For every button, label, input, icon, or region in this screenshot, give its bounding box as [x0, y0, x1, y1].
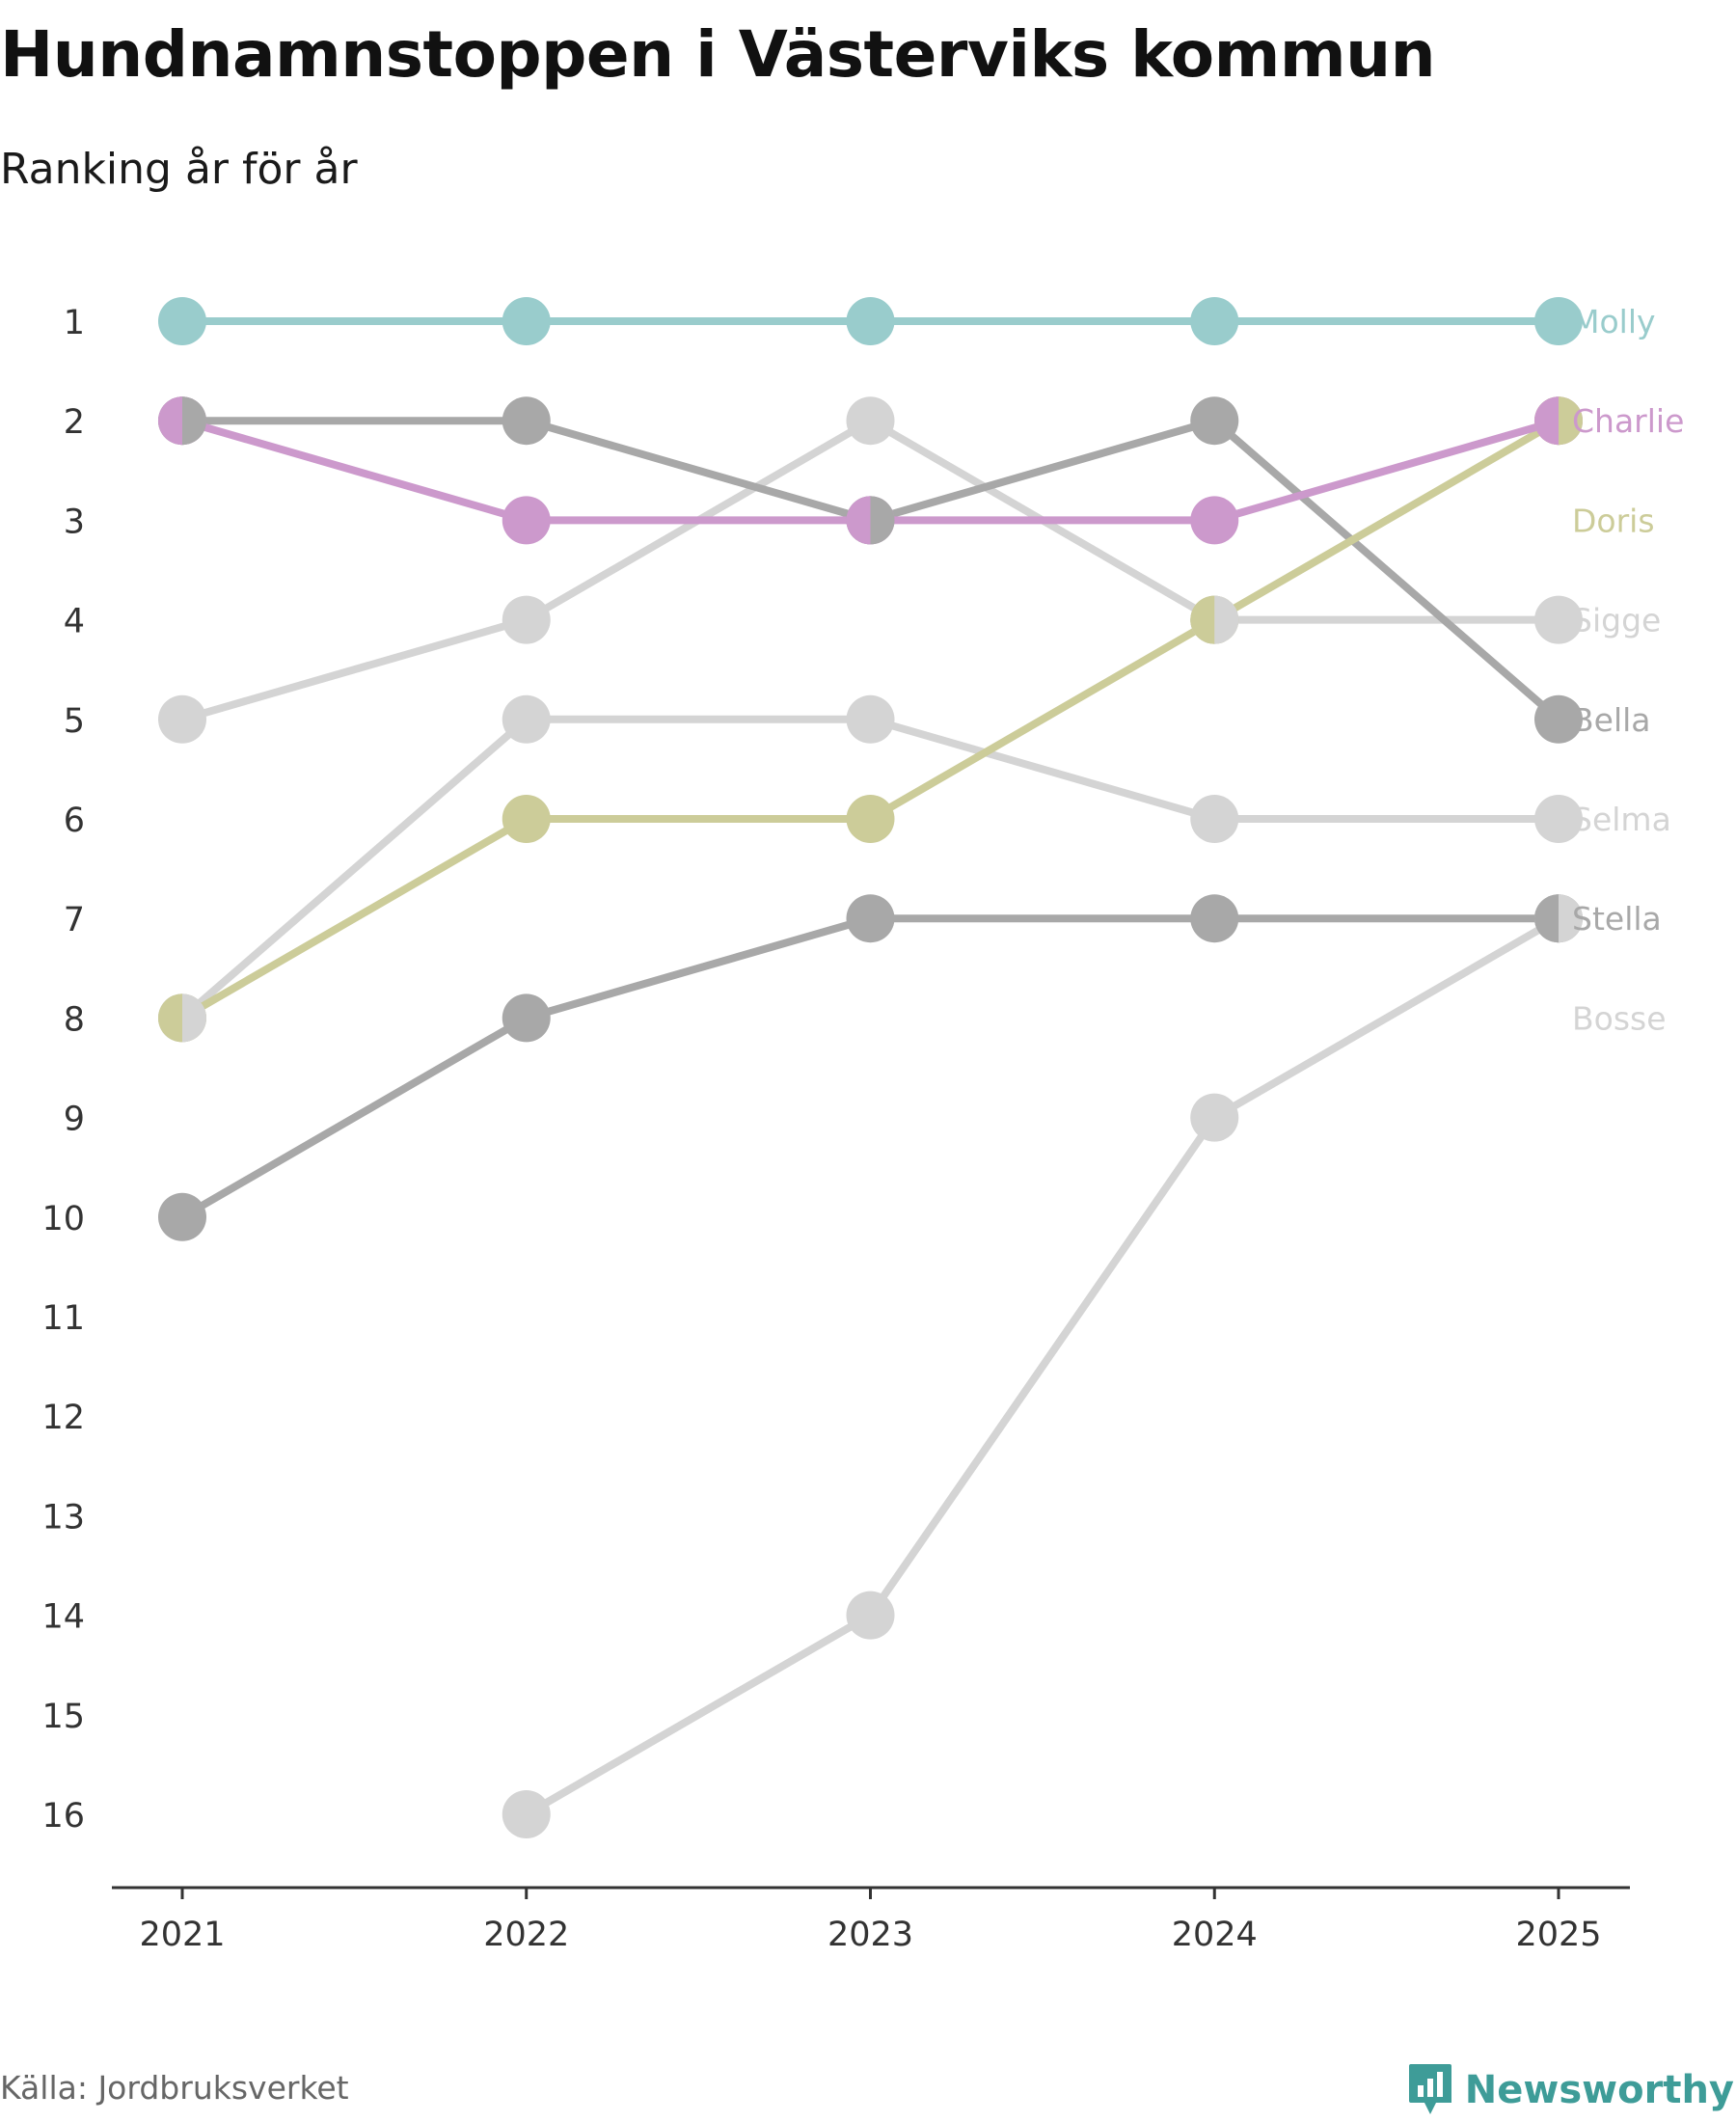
y-tick-label: 9: [64, 1101, 85, 1139]
end-label-charlie: Charlie: [1572, 402, 1684, 440]
series-lines: [178, 317, 1562, 1818]
point-stella-2021: [158, 1192, 206, 1241]
point-stella-2024: [1190, 894, 1239, 943]
chart-subtitle: Ranking år för år: [0, 145, 358, 194]
y-tick-label: 2: [64, 403, 85, 442]
point-charlie-2024: [1190, 496, 1239, 545]
x-tick-label: 2024: [1172, 1916, 1258, 1954]
end-label-bosse: Bosse: [1572, 999, 1667, 1037]
y-tick-label: 16: [41, 1797, 85, 1836]
point-sigge-2022: [502, 595, 551, 644]
y-tick-label: 14: [41, 1598, 85, 1637]
x-tick-label: 2022: [483, 1916, 569, 1954]
end-label-bella: Bella: [1572, 701, 1651, 739]
point-stella-2022: [502, 993, 551, 1043]
point-sigge-2023: [846, 396, 895, 446]
y-tick-label: 12: [41, 1399, 85, 1437]
point-selma-2025: [1534, 795, 1583, 843]
point-split-left: [1534, 396, 1559, 446]
point-split-left: [1190, 595, 1215, 644]
end-label-selma: Selma: [1572, 801, 1671, 838]
x-tick-label: 2021: [139, 1916, 225, 1954]
point-molly-2022: [502, 297, 551, 345]
x-tick-label: 2023: [827, 1916, 913, 1954]
point-selma-2024: [1190, 795, 1239, 843]
y-tick-label: 13: [41, 1498, 85, 1537]
x-tick-label: 2025: [1515, 1916, 1601, 1954]
y-tick-label: 3: [64, 503, 85, 541]
y-tick-label: 1: [64, 304, 85, 342]
y-tick-label: 15: [41, 1698, 85, 1736]
point-bosse-2024: [1190, 1093, 1239, 1142]
end-label-stella: Stella: [1572, 900, 1662, 938]
series-points: [158, 297, 1583, 1838]
point-molly-2024: [1190, 297, 1239, 345]
point-bosse-2022: [502, 1790, 551, 1838]
end-label-doris: Doris: [1572, 502, 1655, 539]
series-line-bella: [178, 417, 1562, 723]
point-split-left: [1534, 894, 1559, 943]
point-molly-2025: [1534, 297, 1583, 345]
source-note: Källa: Jordbruksverket: [0, 2069, 349, 2107]
point-molly-2021: [158, 297, 206, 345]
end-label-molly: Molly: [1572, 303, 1656, 340]
point-bosse-2023: [846, 1591, 895, 1640]
y-tick-label: 7: [64, 901, 85, 939]
brand-name: Newsworthy: [1464, 2068, 1734, 2112]
point-bella-2025: [1534, 694, 1583, 744]
point-split-left: [158, 993, 182, 1043]
point-doris-2022: [502, 795, 551, 843]
point-sigge-2025: [1534, 595, 1583, 644]
series-line-sigge: [178, 417, 1562, 723]
series-line-selma: [178, 715, 1562, 1022]
point-molly-2023: [846, 297, 895, 345]
chart-title: Hundnamnstoppen i Västerviks kommun: [0, 17, 1436, 92]
brand-logo[interactable]: Newsworthy: [1407, 2062, 1734, 2118]
y-tick-label: 4: [64, 603, 85, 641]
point-selma-2023: [846, 694, 895, 744]
point-stella-2023: [846, 894, 895, 943]
y-tick-label: 10: [41, 1200, 85, 1238]
end-labels: Molly Charlie Doris Sigge Bella Selma Stella Bo…: [1572, 303, 1684, 1037]
point-split-left: [158, 396, 182, 446]
newsworthy-logo-icon: [1408, 2064, 1451, 2114]
series-line-bosse: [522, 914, 1562, 1818]
y-tick-label: 8: [64, 1000, 85, 1039]
series-line-stella: [178, 914, 1562, 1221]
y-tick-label: 11: [41, 1299, 85, 1338]
point-split-left: [846, 496, 871, 545]
point-bella-2022: [502, 396, 551, 446]
end-label-sigge: Sigge: [1572, 602, 1661, 639]
point-doris-2023: [846, 795, 895, 843]
point-selma-2022: [502, 694, 551, 744]
y-tick-label: 5: [64, 702, 85, 741]
point-bella-2024: [1190, 396, 1239, 446]
y-tick-label: 6: [64, 802, 85, 840]
x-axis: 2021 2022 2023 2024 2025: [112, 1886, 1630, 1954]
point-charlie-2022: [502, 496, 551, 545]
point-sigge-2021: [158, 694, 206, 744]
